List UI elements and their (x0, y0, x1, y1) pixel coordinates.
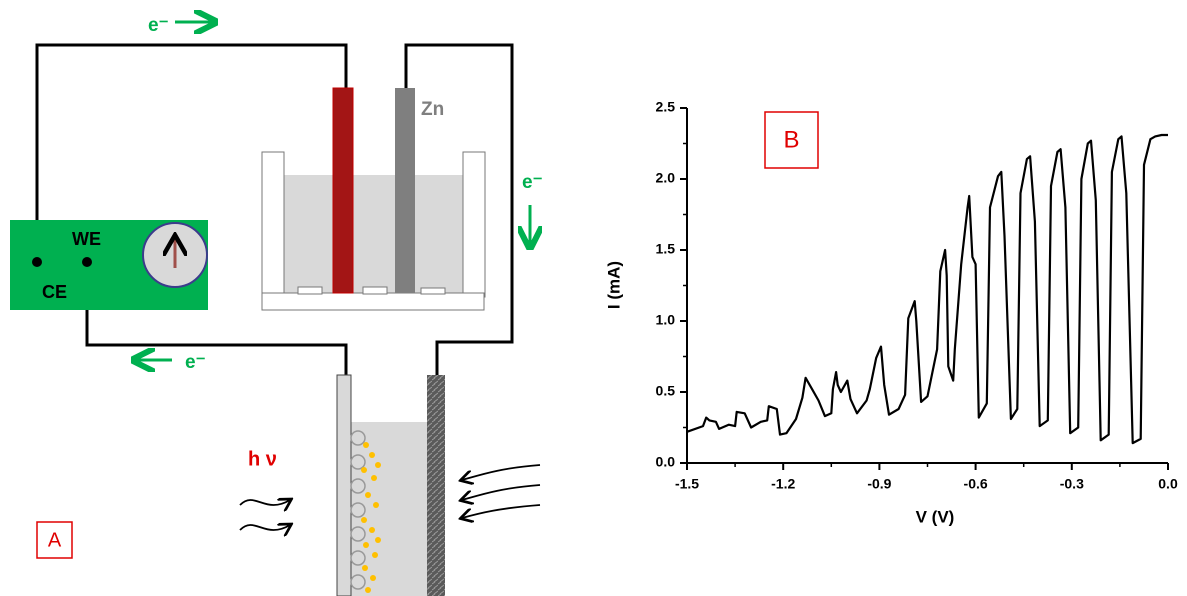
x-tick-label: -0.6 (964, 476, 988, 492)
wire (404, 43, 514, 375)
electron-label: e⁻ (522, 172, 543, 193)
electrolyte (351, 422, 427, 596)
stir-bar (297, 286, 323, 295)
x-tick-label: -0.9 (867, 476, 891, 492)
panel-box (764, 111, 819, 169)
panel-a: CE WE Zn e⁻ e⁻ e⁻ h ν (10, 15, 543, 596)
stir-bar (362, 286, 388, 295)
y-tick-label: 1.5 (656, 241, 676, 257)
particles (350, 430, 366, 590)
stir-bar (420, 287, 446, 295)
panel-label: A (48, 529, 62, 551)
x-tick-label: -1.2 (771, 476, 795, 492)
terminal (32, 257, 42, 267)
y-tick-label: 2.0 (656, 170, 676, 186)
y-tick-label: 0.5 (656, 383, 676, 399)
panel-box (36, 521, 73, 559)
electron-label: e⁻ (185, 352, 206, 373)
beaker-base (261, 292, 485, 311)
beaker-wall (261, 151, 285, 298)
light-label: h ν (248, 448, 277, 470)
counter-electrode (427, 375, 445, 596)
x-tick-label: -1.5 (675, 476, 699, 492)
light-arrows (239, 464, 541, 530)
panel-b: B V (V) I (mA) -1.5 -1.2 -0.9 -0.6 -0.3 0.0 0.… (604, 99, 1177, 527)
x-tick-label: -0.3 (1060, 476, 1084, 492)
electrolyte (284, 175, 463, 293)
panel-label: B (783, 126, 799, 153)
terminal (82, 257, 92, 267)
y-tick-label: 0.0 (656, 454, 676, 470)
ce-label: CE (42, 282, 67, 302)
photoanode (336, 374, 352, 596)
y-axis-label: I (mA) (604, 261, 623, 309)
y-tick-label: 2.5 (656, 99, 676, 115)
wire (35, 43, 348, 262)
y-tick-label: 1.0 (656, 312, 676, 328)
x-axis-label: V (V) (916, 507, 955, 526)
electrode-label: Zn (421, 99, 444, 120)
data-line (686, 133, 1168, 445)
electrode (395, 88, 415, 293)
electron-label: e⁻ (148, 15, 169, 36)
dye (361, 442, 381, 593)
we-label: WE (72, 229, 101, 249)
beaker-wall (462, 151, 486, 298)
electrode (332, 87, 354, 294)
x-tick-label: 0.0 (1158, 476, 1178, 492)
